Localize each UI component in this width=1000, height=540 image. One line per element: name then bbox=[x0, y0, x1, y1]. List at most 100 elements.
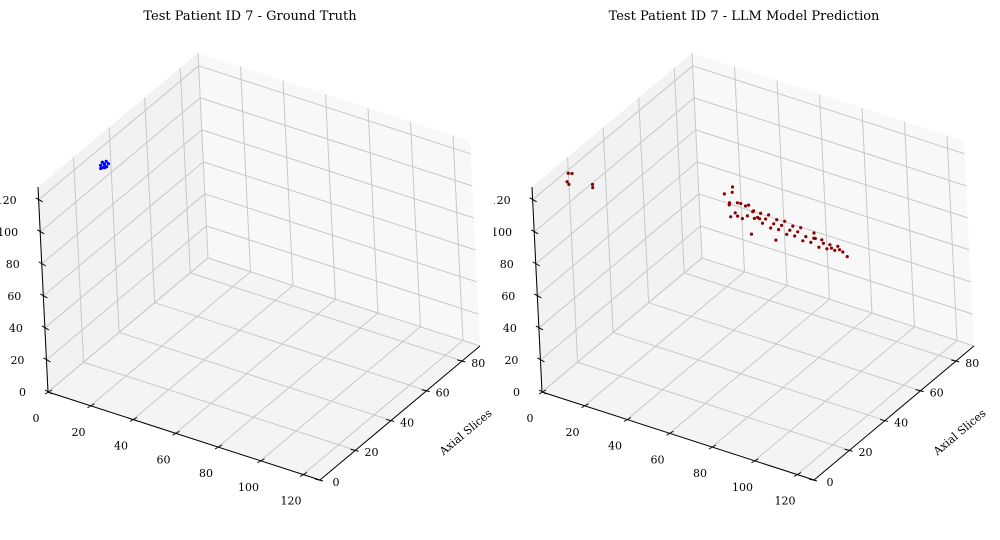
x-tick-label: 120 bbox=[281, 495, 302, 508]
z-tick-label: 40 bbox=[503, 322, 517, 335]
gridline-y-left bbox=[567, 157, 579, 363]
data-point bbox=[836, 244, 840, 248]
pane-back bbox=[198, 53, 480, 346]
z-tick-label: 20 bbox=[504, 354, 518, 367]
y-axis-line bbox=[813, 345, 975, 481]
gridline-x-floor bbox=[302, 340, 464, 475]
gridline-y-floor bbox=[118, 331, 392, 421]
gridline-z-left bbox=[532, 65, 693, 201]
x-tick bbox=[214, 444, 223, 450]
x-axis-line bbox=[541, 391, 815, 481]
data-point bbox=[791, 224, 795, 228]
z-tick-label: 0 bbox=[513, 386, 520, 399]
y-tick-label: 60 bbox=[436, 387, 450, 400]
data-point bbox=[775, 218, 779, 222]
x-tick bbox=[257, 458, 265, 464]
gridline-y-floor bbox=[684, 272, 957, 362]
gridline-z-back bbox=[694, 97, 967, 187]
y-tick bbox=[951, 359, 960, 363]
gridline-x-back bbox=[691, 52, 703, 259]
gridline-x-floor bbox=[217, 312, 379, 448]
y-tick-label: 0 bbox=[827, 476, 834, 489]
gridline-z-back bbox=[204, 193, 478, 283]
gridline-x-floor bbox=[796, 340, 958, 475]
y-axis-label: Axial Slices bbox=[930, 407, 989, 459]
pane-floor bbox=[542, 258, 974, 480]
z-tick bbox=[530, 229, 539, 235]
gridline-y-left bbox=[602, 127, 614, 333]
data-point bbox=[796, 230, 800, 234]
gridline-z-back bbox=[695, 129, 968, 219]
gridline-z-back bbox=[206, 225, 479, 315]
data-point bbox=[821, 241, 825, 245]
pane-back bbox=[692, 53, 974, 346]
y-tick bbox=[457, 359, 466, 363]
data-point bbox=[829, 246, 834, 250]
gridline-z-back bbox=[692, 65, 965, 155]
data-point bbox=[837, 248, 842, 252]
x-tick bbox=[751, 458, 759, 464]
x-tick bbox=[581, 403, 589, 409]
x-tick bbox=[666, 430, 674, 436]
y-tick-label: 20 bbox=[365, 446, 379, 459]
z-tick-label: 40 bbox=[9, 322, 23, 335]
chart-3d-ground-truth: 0 20 40 60 80 100 120 0 20 40 60 80 0 20 40 60 80 100 120 A… bbox=[0, 52, 495, 508]
axes-3d: 0 20 40 60 80 100 120 0 20 40 60 80 0 20 40 60 80 100 120 A… bbox=[0, 52, 495, 508]
gridline-y-left bbox=[179, 67, 191, 273]
data-point bbox=[785, 232, 789, 236]
gridline-y-floor bbox=[190, 272, 463, 362]
pane-floor bbox=[48, 258, 480, 480]
gridline-z-left bbox=[47, 257, 209, 393]
gridline-y-floor bbox=[577, 361, 850, 451]
data-point bbox=[735, 201, 739, 205]
gridline-x-floor bbox=[175, 298, 336, 434]
z-tick-label: 60 bbox=[7, 290, 21, 303]
x-tick-label: 60 bbox=[157, 453, 171, 466]
gridline-z-left bbox=[541, 257, 703, 393]
x-axis-line bbox=[47, 391, 321, 481]
data-point bbox=[825, 247, 829, 251]
data-point bbox=[570, 171, 574, 176]
data-point bbox=[727, 203, 731, 207]
z-tick bbox=[35, 197, 43, 203]
z-tick-label: 120 bbox=[0, 194, 17, 207]
x-tick-label: 20 bbox=[72, 426, 86, 439]
data-point bbox=[752, 216, 756, 220]
data-point bbox=[722, 192, 726, 196]
data-point bbox=[743, 204, 748, 208]
data-point bbox=[104, 159, 108, 163]
gridline-z-left bbox=[41, 129, 203, 265]
gridline-x-back bbox=[734, 66, 745, 272]
gridline-y-floor bbox=[83, 361, 356, 451]
data-point bbox=[106, 162, 110, 166]
x-tick-label: 80 bbox=[199, 467, 213, 480]
data-point bbox=[749, 232, 754, 236]
gridline-z-back bbox=[201, 129, 474, 219]
z-tick-label: 80 bbox=[6, 258, 20, 271]
data-point bbox=[783, 219, 787, 223]
x-tick bbox=[299, 472, 308, 477]
gridline-z-left bbox=[42, 161, 204, 297]
chart-title: Test Patient ID 7 - LLM Model Prediction bbox=[608, 9, 880, 24]
gridline-z-back bbox=[700, 225, 973, 315]
data-point bbox=[103, 166, 107, 170]
z-axis-line bbox=[37, 186, 49, 393]
x-tick-label: 0 bbox=[33, 412, 40, 425]
data-point bbox=[812, 231, 816, 235]
x-tick-label: 100 bbox=[732, 481, 753, 494]
gridline-x-back bbox=[776, 80, 788, 286]
data-point bbox=[793, 234, 797, 238]
gridline-z-left bbox=[39, 97, 201, 233]
x-tick bbox=[623, 417, 632, 422]
y-tick-label: 80 bbox=[965, 357, 979, 370]
z-tick bbox=[36, 229, 45, 235]
gridline-y-left bbox=[73, 157, 85, 363]
y-tick bbox=[314, 478, 324, 482]
data-point bbox=[828, 243, 832, 247]
z-tick bbox=[43, 357, 51, 363]
y-tick-label: 60 bbox=[930, 387, 944, 400]
gridline-z-left bbox=[538, 193, 700, 329]
data-point bbox=[729, 215, 733, 219]
y-tick bbox=[808, 478, 818, 482]
data-point bbox=[817, 245, 821, 249]
